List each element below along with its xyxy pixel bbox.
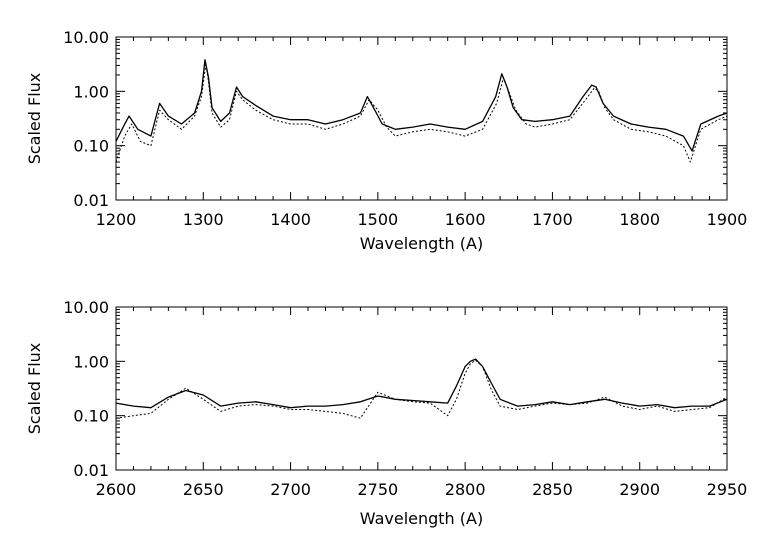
top-x-tick-label: 1300	[183, 210, 224, 229]
top-x-tick-label: 1400	[270, 210, 311, 229]
top-axis-layer: 1200 1300 1400 1500 1600 1700 1800 1900 0.01 0.10…	[63, 28, 747, 229]
bottom-plot-frame	[115, 306, 728, 471]
bottom-series-1-line	[115, 358, 728, 409]
bottom-x-tick-label: 2900	[619, 480, 660, 499]
top-x-tick-label: 1600	[445, 210, 486, 229]
top-x-tick-label: 1200	[96, 210, 137, 229]
top-x-tick-label: 1900	[707, 210, 748, 229]
bottom-axis-layer: 2600 2650 2700 2750 2800 2850 2900 2950 0.01 0.10…	[63, 298, 747, 499]
top-plot-frame	[115, 36, 728, 201]
bottom-series-2-line	[115, 359, 728, 419]
top-y-tick-label: 0.01	[73, 191, 109, 210]
bottom-x-tick-label: 2750	[357, 480, 398, 499]
bottom-x-tick-label: 2600	[96, 480, 137, 499]
bottom-y-tick-label: 0.01	[73, 461, 109, 480]
bottom-x-axis-label: Wavelength (A)	[360, 509, 483, 528]
bottom-series-layer	[115, 358, 728, 419]
bottom-y-tick-label: 0.10	[73, 407, 109, 426]
top-panel: 1200 1300 1400 1500 1600 1700 1800 1900 0.01 0.10…	[25, 28, 747, 253]
top-x-tick-label: 1800	[619, 210, 660, 229]
bottom-y-axis-label: Scaled Flux	[25, 343, 44, 435]
bottom-x-tick-label: 2850	[532, 480, 573, 499]
bottom-x-tick-label: 2800	[445, 480, 486, 499]
top-y-tick-label: 10.00	[63, 28, 109, 47]
top-y-axis-label: Scaled Flux	[25, 73, 44, 165]
bottom-x-tick-label: 2950	[707, 480, 748, 499]
top-y-tick-label: 0.10	[73, 137, 109, 156]
bottom-x-tick-label: 2700	[270, 480, 311, 499]
top-series-1-line	[115, 59, 728, 152]
top-y-tick-label: 1.00	[73, 82, 109, 101]
top-x-tick-label: 1500	[357, 210, 398, 229]
bottom-panel: 2600 2650 2700 2750 2800 2850 2900 2950 0.01 0.10…	[25, 298, 747, 528]
top-series-2-line	[115, 63, 728, 163]
bottom-y-tick-label: 1.00	[73, 352, 109, 371]
top-x-tick-label: 1700	[532, 210, 573, 229]
top-series-layer	[115, 59, 728, 163]
bottom-x-tick-label: 2650	[183, 480, 224, 499]
bottom-y-tick-label: 10.00	[63, 298, 109, 317]
top-x-axis-label: Wavelength (A)	[360, 234, 483, 253]
